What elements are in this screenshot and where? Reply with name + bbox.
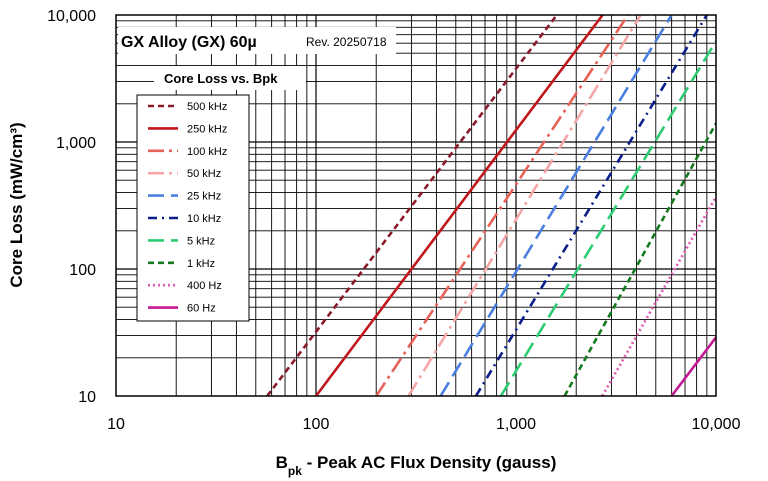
- legend-title-box: [154, 66, 306, 90]
- series-line-10-khz: [474, 15, 708, 396]
- x-tick-labels: 10 100 1,000 10,000: [107, 416, 740, 433]
- legend: 500 kHz 250 kHz 100 kHz 50 kHz 25 kHz 10 kHz 5…: [136, 94, 250, 322]
- legend-label: 1 kHz: [187, 258, 215, 270]
- title-box: [118, 27, 396, 54]
- x-axis-label-rest: - Peak AC Flux Density (gauss): [302, 453, 556, 472]
- y-axis-label: Core Loss (mW/cm³): [7, 122, 26, 287]
- legend-label: 5 kHz: [187, 235, 215, 247]
- y-tick-label: 1,000: [56, 135, 96, 152]
- y-tick-label: 100: [69, 262, 96, 279]
- x-axis-label-main: B: [276, 453, 288, 472]
- y-tick-labels: 10 100 1,000 10,000: [47, 8, 96, 406]
- legend-box: [136, 94, 250, 322]
- x-tick-label: 100: [303, 416, 330, 433]
- legend-label: 25 kHz: [187, 191, 221, 203]
- series-line-5-khz: [499, 38, 716, 396]
- plot-border: [115, 14, 717, 397]
- legend-label: 100 kHz: [187, 146, 227, 158]
- x-axis-label: Bpk - Peak AC Flux Density (gauss): [276, 453, 557, 478]
- y-tick-label: 10: [78, 389, 96, 406]
- legend-label: 500 kHz: [187, 101, 227, 113]
- series-line-1-khz: [563, 120, 716, 396]
- x-tick-label: 10,000: [692, 416, 741, 433]
- series-line-50-khz: [407, 15, 642, 396]
- series-layer: [266, 15, 716, 396]
- series-line-60-hz: [670, 336, 716, 396]
- x-axis-label-sub: pk: [288, 464, 302, 478]
- series-line-25-khz: [439, 15, 673, 396]
- legend-label: 10 kHz: [187, 213, 221, 225]
- legend-label: 50 kHz: [187, 168, 221, 180]
- y-tick-label: 10,000: [47, 8, 96, 25]
- x-tick-label: 10: [107, 416, 125, 433]
- legend-label: 60 Hz: [187, 303, 216, 315]
- legend-items: 500 kHz 250 kHz 100 kHz 50 kHz 25 kHz 10 kHz 5…: [148, 101, 227, 315]
- series-line-100-khz: [375, 15, 630, 396]
- legend-title: Core Loss vs. Bpk: [164, 71, 278, 86]
- chart-revision: Rev. 20250718: [306, 35, 387, 49]
- legend-label: 400 Hz: [187, 280, 222, 292]
- chart-title: GX Alloy (GX) 60µ: [121, 34, 257, 51]
- legend-label: 250 kHz: [187, 123, 227, 135]
- series-line-250-khz: [314, 15, 604, 396]
- x-tick-label: 1,000: [496, 416, 536, 433]
